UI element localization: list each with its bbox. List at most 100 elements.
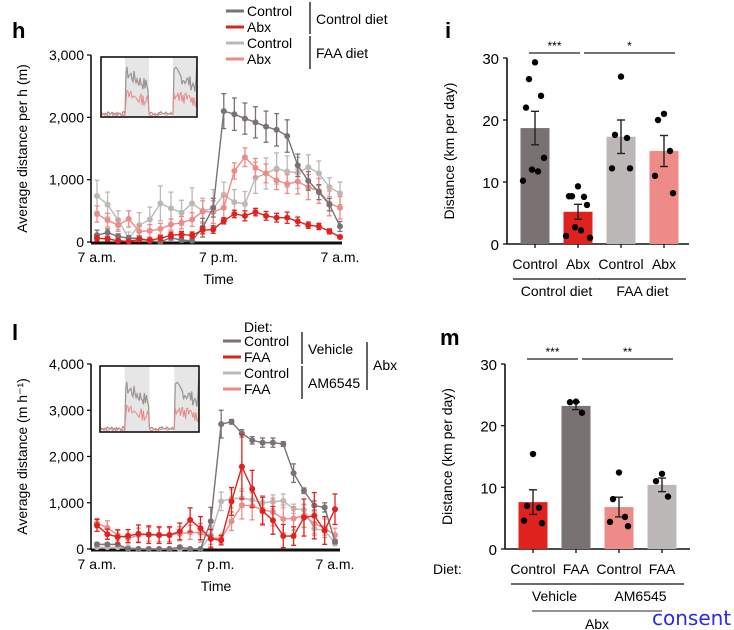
panel-h-line-chart: 0 1,000 2,000 3,000 7 a.m. 7 p.m. 7 a.m. Time Av… [14,2,388,287]
panel-letter-l: l [12,320,18,345]
group-label: Control diet [521,283,593,299]
data-point [189,216,196,223]
data-point [300,514,307,521]
data-point [220,217,227,224]
data-point [652,477,660,485]
data-point [157,235,164,242]
data-point [241,154,248,161]
data-point [280,441,287,448]
data-point [207,518,214,525]
series-control-faa-diet [94,152,343,243]
data-point [263,212,270,219]
data-point [176,544,183,551]
x-category-label: Abx [652,256,676,272]
data-point [626,165,634,172]
data-point [531,59,539,66]
data-point [294,178,301,185]
legend-group-label: Control diet [316,11,388,27]
data-point [197,546,204,552]
consent-link[interactable]: consent [652,606,732,630]
data-point [104,201,111,208]
data-point [315,223,322,230]
data-point [273,126,280,133]
data-point [252,119,259,126]
y-tick-label: 30 [482,51,499,68]
group-label: Vehicle [532,588,577,604]
data-point [228,498,235,505]
data-point [166,546,173,552]
data-point [280,497,287,504]
data-point [608,165,616,172]
data-point [259,508,266,515]
data-point [520,517,528,524]
data-point [218,498,225,505]
data-point [611,131,619,139]
inset-actogram [99,365,200,433]
data-point [176,528,183,535]
data-point [305,164,312,171]
data-point [115,233,122,240]
data-point [321,504,328,511]
data-point [315,170,322,177]
y-tick-label: 4,000 [49,356,84,372]
data-point [178,237,185,244]
data-point [664,493,672,500]
data-point [145,546,152,552]
data-point [125,546,132,552]
data-point [535,504,543,511]
data-point [326,184,333,191]
group-label: FAA diet [616,283,668,299]
data-point [189,200,196,207]
data-point [146,227,153,234]
legend-entry: FAA [244,349,271,365]
data-point [114,533,121,540]
inset-abx-trace [100,86,198,117]
y-tick-label: 2,000 [49,449,84,465]
data-point [525,75,533,83]
data-point [135,546,142,552]
data-point [167,221,174,228]
y-axis-label: Distance (km per day) [439,388,455,525]
data-point [566,399,574,406]
legend-entry: Control [244,365,289,381]
data-point [210,226,217,233]
data-point [104,229,111,236]
data-point [519,177,527,184]
data-point [280,533,287,540]
significance-label: *** [547,39,561,53]
series-abx-faa-diet [94,147,343,239]
data-point [145,531,152,538]
data-point [220,108,227,115]
data-point [273,177,280,184]
data-point [231,210,238,217]
data-point [586,234,594,241]
data-point [178,231,185,238]
data-point [228,418,235,425]
y-axis-label: Average distance (m h⁻¹) [14,378,30,535]
y-tick-label: 3,000 [49,47,84,63]
x-tick-label: 7 a.m. [78,556,117,572]
data-point [273,214,280,221]
data-point [199,208,206,215]
data-point [167,205,174,212]
y-tick-label: 0 [491,237,499,254]
x-category-label: FAA [563,561,590,577]
data-point [189,237,196,244]
data-point [666,147,674,155]
data-point [623,134,631,142]
data-point [332,538,338,545]
data-point [290,515,297,522]
series-abx-control-diet [94,207,343,245]
data-point [125,215,132,222]
data-point [280,515,287,522]
data-point [241,115,248,122]
series-line [96,211,341,243]
y-tick-label: 0 [489,542,497,559]
data-point [189,232,196,239]
y-tick-label: 2,000 [49,109,84,125]
inset-frame [99,365,200,433]
data-point [218,421,225,428]
data-point [529,450,537,458]
data-point [94,192,100,199]
data-point [580,193,588,201]
